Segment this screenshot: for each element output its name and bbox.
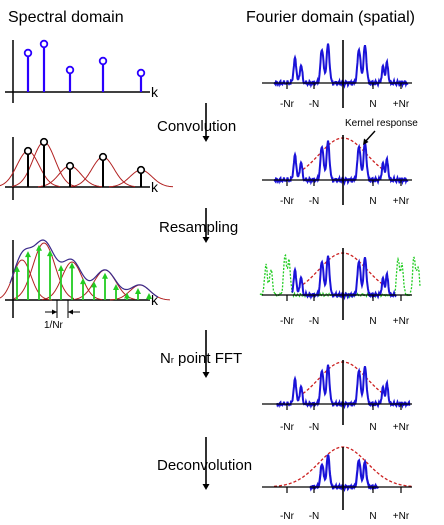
r5-signal xyxy=(309,454,379,493)
step-arrowhead-2 xyxy=(202,372,210,378)
row1-stem-head-3 xyxy=(98,56,108,66)
row3-sample-head-9 xyxy=(113,283,119,290)
deconvolution-label: Deconvolution xyxy=(157,457,253,474)
r3-signal xyxy=(291,255,397,301)
row2-stem-head-0 xyxy=(23,146,33,156)
r3-tick-label-3: +Nr xyxy=(393,316,410,327)
row3-sample-head-8 xyxy=(102,272,108,279)
kernel-response-label: Kernel response xyxy=(345,118,418,129)
row3-sample-head-2 xyxy=(36,244,42,251)
r5-tick-label-3: +Nr xyxy=(393,511,410,522)
step-arrowhead-1 xyxy=(202,237,210,243)
spacing-arrowhead-left xyxy=(52,309,57,315)
row3-sample-head-1 xyxy=(25,251,31,258)
row3-envelope xyxy=(9,239,159,298)
row2-stem-head-3 xyxy=(98,152,108,162)
row2-stem-head-4 xyxy=(136,165,146,175)
nr-point-fft-label: Nr point FFT xyxy=(160,350,242,367)
row3-kernel-0 xyxy=(0,259,53,301)
kernel-response-arrow xyxy=(364,130,376,143)
row1-stem-head-4 xyxy=(136,68,146,78)
fourier-domain-column: -Nr -N N +Nr -Nr -N N +Nr Kernel response -Nr -N N +… xyxy=(259,40,421,522)
r5-tick-label-2: N xyxy=(369,511,376,522)
row1-stem-head-0 xyxy=(23,48,33,58)
spectral-domain-header: Spectral domain xyxy=(8,9,124,26)
row2-stem-head-1 xyxy=(39,137,49,147)
r1-tick-label-0: -Nr xyxy=(280,99,295,110)
row3-kernel-2 xyxy=(41,261,103,301)
r4-tick-label-2: N xyxy=(369,422,376,433)
r1-signal xyxy=(273,43,409,89)
r2-tick-label-1: -N xyxy=(309,196,320,207)
r2-tick-label-0: -Nr xyxy=(280,196,295,207)
r1-tick-label-3: +Nr xyxy=(393,99,410,110)
nr-label-main: N xyxy=(160,350,171,367)
r3-tick-label-1: -N xyxy=(309,316,320,327)
row3-sample-head-7 xyxy=(91,281,97,288)
row3-k-label: k xyxy=(151,292,159,308)
row3-sample-head-5 xyxy=(69,262,75,269)
row2-k-label: k xyxy=(151,179,159,195)
row1-k-label: k xyxy=(151,84,159,100)
kernel-response-arrowhead xyxy=(363,138,369,145)
row3-sample-head-10 xyxy=(124,292,130,299)
row2-stem-head-2 xyxy=(65,161,75,171)
resampling-label: Resampling xyxy=(159,219,239,236)
r5-tick-label-0: -Nr xyxy=(280,511,295,522)
r4-tick-label-3: +Nr xyxy=(393,422,410,433)
nr-label-rest: point FFT xyxy=(173,350,243,367)
r2-tick-label-2: N xyxy=(369,196,376,207)
spacing-label: 1/Nr xyxy=(44,320,64,331)
r5-tick-label-1: -N xyxy=(309,511,320,522)
row3-sample-head-11 xyxy=(135,287,141,294)
convolution-label: Convolution xyxy=(157,118,237,135)
step-arrows xyxy=(202,103,210,490)
r2-tick-label-3: +Nr xyxy=(393,196,410,207)
r1-tick-label-2: N xyxy=(369,99,376,110)
row3-sample-head-12 xyxy=(146,292,152,299)
row1-stem-head-1 xyxy=(39,39,49,49)
r2-signal xyxy=(273,140,409,186)
row3-kernel-1 xyxy=(13,242,75,300)
row3-sample-head-4 xyxy=(58,264,64,271)
row3-sample-head-6 xyxy=(80,278,86,285)
fourier-domain-header: Fourier domain (spatial) xyxy=(246,9,415,26)
step-arrowhead-0 xyxy=(202,136,210,142)
r1-tick-label-1: -N xyxy=(309,99,320,110)
spacing-arrowhead-right xyxy=(68,309,73,315)
r4-tick-label-0: -Nr xyxy=(280,422,295,433)
r4-tick-label-1: -N xyxy=(309,422,320,433)
row1-stem-head-2 xyxy=(65,65,75,75)
row3-sample-head-3 xyxy=(47,250,53,257)
row3-sample-head-0 xyxy=(14,265,20,272)
nr-label-subscript: r xyxy=(170,355,174,365)
spectral-domain-column: k k k 1/Nr xyxy=(0,39,174,331)
r3-tick-label-0: -Nr xyxy=(280,316,295,327)
r3-tick-label-2: N xyxy=(369,316,376,327)
step-arrowhead-3 xyxy=(202,484,210,490)
r3-aliased-replicas xyxy=(259,253,421,300)
row2-kernel-0 xyxy=(0,150,61,187)
